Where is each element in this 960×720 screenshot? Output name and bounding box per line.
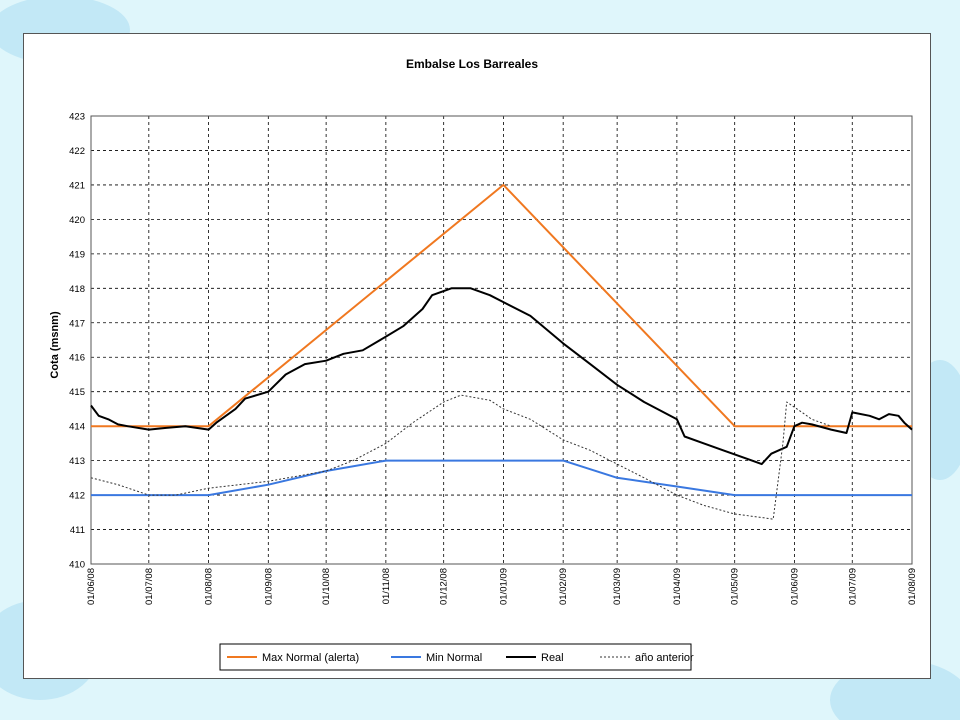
legend-label: año anterior [635, 652, 694, 664]
series-real [90, 287, 913, 466]
chart-title: Embalse Los Barreales [406, 57, 538, 71]
y-tick-label: 419 [69, 249, 85, 260]
legend-item-prev-year: año anterior [600, 652, 694, 664]
y-tick-labels: 410 411 412 413 414 415 416 417 418 419 420 421 422 4… [69, 112, 85, 571]
y-tick-label: 412 [69, 491, 85, 502]
series-lines [90, 183, 913, 520]
y-tick-label: 420 [69, 215, 85, 226]
y-tick-label: 421 [69, 180, 85, 191]
legend-box [219, 643, 692, 671]
y-tick-label: 414 [69, 422, 85, 433]
y-tick-label: 413 [69, 456, 85, 467]
x-tick-label: 01/09/08 [263, 568, 274, 605]
x-tick-label: 01/08/09 [907, 568, 918, 605]
y-tick-label: 423 [69, 112, 85, 123]
y-axis-label: Cota (msnm) [49, 311, 61, 379]
plot-area [90, 115, 913, 565]
legend-label: Real [541, 652, 564, 664]
y-tick-label: 422 [69, 146, 85, 157]
series-min-normal [91, 459, 912, 497]
x-tick-label: 01/01/09 [498, 568, 509, 605]
series-max-normal [91, 183, 912, 428]
x-tick-label: 01/06/09 [789, 568, 800, 605]
x-tick-label: 01/07/09 [847, 568, 858, 605]
legend-item-real: Real [506, 652, 564, 664]
series-prev-year [90, 394, 832, 520]
x-tick-label: 01/08/08 [204, 568, 215, 605]
x-tick-label: 01/10/08 [321, 568, 332, 605]
grid [90, 115, 913, 565]
x-tick-label: 01/07/08 [144, 568, 155, 605]
y-tick-label: 410 [69, 560, 85, 571]
y-tick-label: 416 [69, 353, 85, 364]
y-tick-label: 415 [69, 387, 85, 398]
legend-label: Max Normal (alerta) [262, 652, 359, 664]
y-tick-label: 417 [69, 318, 85, 329]
legend: Max Normal (alerta) Min Normal Real año ant… [219, 643, 694, 671]
line-chart: Embalse Los Barreales Cota (msnm) 410 411… [49, 57, 918, 671]
x-tick-label: 01/06/08 [86, 568, 97, 605]
x-tick-label: 01/04/09 [672, 568, 683, 605]
y-tick-label: 418 [69, 284, 85, 295]
legend-item-max-normal: Max Normal (alerta) [227, 652, 359, 664]
x-tick-label: 01/12/08 [439, 568, 450, 605]
y-tick-label: 411 [70, 525, 85, 536]
x-tick-label: 01/02/09 [558, 568, 569, 605]
legend-label: Min Normal [426, 652, 482, 664]
x-tick-label: 01/05/09 [730, 568, 741, 605]
x-tick-label: 01/11/08 [381, 568, 392, 604]
legend-item-min-normal: Min Normal [391, 652, 482, 664]
chart-frame: Embalse Los Barreales Cota (msnm) 410 411… [23, 33, 931, 679]
x-tick-labels: 01/06/08 01/07/08 01/08/08 01/09/08 01/10/08… [86, 568, 918, 605]
x-tick-label: 01/03/09 [612, 568, 623, 605]
